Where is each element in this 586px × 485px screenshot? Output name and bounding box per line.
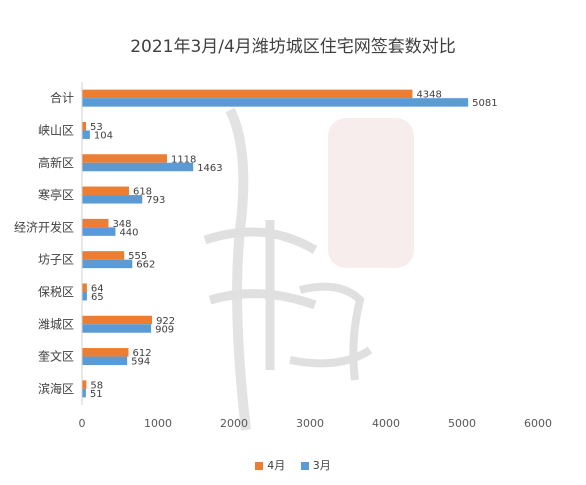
bar-mar (82, 162, 194, 172)
data-label: 53 (90, 122, 103, 133)
data-label: 793 (146, 195, 165, 206)
data-label: 618 (133, 187, 152, 198)
bar-mar (82, 130, 90, 139)
category-label: 高新区 (38, 155, 74, 170)
bar-mar (82, 356, 128, 366)
category-label: 峡山区 (38, 123, 74, 137)
x-tick-label: 5000 (448, 417, 476, 430)
data-label: 5081 (472, 98, 497, 109)
bar-mar (82, 291, 87, 301)
bar-apr (82, 348, 129, 357)
bar-mar (82, 324, 152, 333)
category-label: 坊子区 (38, 252, 74, 267)
legend-item-mar: 3月 (300, 457, 331, 473)
x-tick-label: 3000 (296, 417, 324, 430)
x-tick-label: 1000 (144, 417, 172, 430)
data-label: 440 (119, 227, 138, 238)
category-label: 合计 (50, 90, 74, 105)
data-label: 348 (112, 219, 131, 230)
bar-apr (82, 121, 87, 131)
x-tick-label: 6000 (524, 417, 552, 430)
category-label: 奎文区 (38, 349, 74, 364)
watermark-logo (203, 107, 414, 431)
x-axis-ticks: 0 1000 2000 3000 4000 5000 6000 (79, 417, 553, 430)
bar-mar (82, 195, 143, 204)
category-label: 潍城区 (38, 317, 74, 331)
chart-title: 2021年3月/4月潍坊城区住宅网签套数对比 (130, 37, 456, 57)
x-tick-label: 2000 (220, 417, 248, 430)
data-label: 922 (156, 316, 175, 327)
data-label: 58 (90, 380, 103, 391)
data-label: 51 (90, 389, 103, 400)
bar-apr (82, 186, 129, 196)
bar-mar (82, 98, 469, 107)
bar-apr (82, 283, 87, 292)
category-label: 经济开发区 (14, 219, 74, 234)
data-label: 64 (91, 283, 104, 294)
legend: 4月 3月 (0, 457, 586, 473)
category-label: 滨海区 (38, 381, 74, 396)
data-label: 1118 (171, 154, 196, 165)
category-label: 保税区 (38, 285, 74, 299)
data-label: 612 (133, 348, 152, 359)
bar-apr (82, 315, 153, 325)
legend-item-apr: 4月 (255, 457, 285, 473)
legend-label-apr: 4月 (267, 459, 286, 472)
legend-label-mar: 3月 (312, 459, 331, 472)
bar-apr (82, 89, 413, 99)
bar-mar (82, 259, 133, 269)
data-label: 909 (155, 324, 174, 335)
bar-apr (82, 380, 87, 389)
data-label: 4348 (416, 90, 441, 101)
data-label: 662 (136, 260, 155, 271)
x-tick-label: 4000 (372, 417, 400, 430)
data-label: 555 (128, 251, 147, 262)
x-tick-label: 0 (79, 417, 86, 430)
bar-mar (82, 227, 116, 236)
data-label: 104 (94, 130, 113, 141)
legend-swatch-mar (300, 462, 309, 470)
category-label: 寒亭区 (38, 187, 74, 202)
bar-apr (82, 154, 167, 163)
data-label: 594 (131, 357, 150, 368)
bar-mar (82, 388, 86, 398)
legend-swatch-apr (255, 462, 264, 470)
data-label: 65 (91, 292, 104, 303)
data-label: 1463 (197, 163, 222, 174)
bar-apr (82, 218, 109, 228)
bar-apr (82, 251, 125, 260)
